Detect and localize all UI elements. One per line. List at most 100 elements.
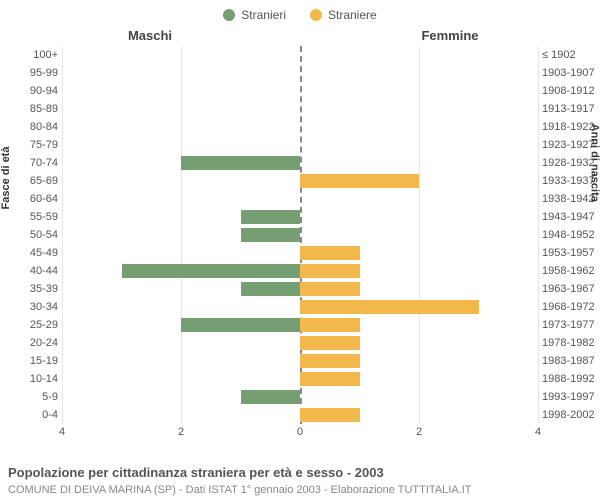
pyramid-row xyxy=(62,262,538,280)
bar-male xyxy=(122,264,301,278)
x-tick-label: 4 xyxy=(59,426,65,438)
bar-female xyxy=(300,300,479,314)
birth-year-label: 1918-1922 xyxy=(542,118,598,136)
birth-year-label: 1973-1977 xyxy=(542,316,598,334)
population-pyramid-chart: Stranieri Straniere Maschi Femmine Fasce… xyxy=(0,0,600,500)
plot-area xyxy=(62,46,538,424)
birth-year-label: 1948-1952 xyxy=(542,226,598,244)
legend-item-female: Straniere xyxy=(310,6,377,24)
legend-label-female: Straniere xyxy=(328,8,377,22)
birth-year-label: 1988-1992 xyxy=(542,370,598,388)
age-label: 10-14 xyxy=(0,370,58,388)
pyramid-row xyxy=(62,298,538,316)
age-label: 50-54 xyxy=(0,226,58,244)
birth-year-label: 1953-1957 xyxy=(542,244,598,262)
y-right-labels: ≤ 19021903-19071908-19121913-19171918-19… xyxy=(542,46,598,424)
chart-subtitle: COMUNE DI DEIVA MARINA (SP) - Dati ISTAT… xyxy=(8,484,472,496)
age-label: 55-59 xyxy=(0,208,58,226)
x-tick-label: 0 xyxy=(297,426,303,438)
legend-label-male: Stranieri xyxy=(241,8,286,22)
legend-swatch-male xyxy=(223,9,235,21)
pyramid-row xyxy=(62,388,538,406)
column-headers: Maschi Femmine xyxy=(0,28,600,43)
pyramid-row xyxy=(62,136,538,154)
age-label: 90-94 xyxy=(0,82,58,100)
x-tick-label: 4 xyxy=(535,426,541,438)
age-label: 40-44 xyxy=(0,262,58,280)
pyramid-row xyxy=(62,280,538,298)
gridline xyxy=(538,46,539,424)
age-label: 30-34 xyxy=(0,298,58,316)
age-label: 100+ xyxy=(0,46,58,64)
bar-female xyxy=(300,336,360,350)
pyramid-row xyxy=(62,100,538,118)
bar-male xyxy=(241,228,301,242)
bar-female xyxy=(300,174,419,188)
birth-year-label: 1923-1927 xyxy=(542,136,598,154)
pyramid-row xyxy=(62,406,538,424)
pyramid-row xyxy=(62,46,538,64)
bar-female xyxy=(300,282,360,296)
bar-female xyxy=(300,246,360,260)
legend-item-male: Stranieri xyxy=(223,6,286,24)
age-label: 35-39 xyxy=(0,280,58,298)
bar-male xyxy=(241,210,301,224)
birth-year-label: 1978-1982 xyxy=(542,334,598,352)
pyramid-row xyxy=(62,334,538,352)
birth-year-label: 1993-1997 xyxy=(542,388,598,406)
birth-year-label: 1908-1912 xyxy=(542,82,598,100)
age-label: 60-64 xyxy=(0,190,58,208)
pyramid-row xyxy=(62,226,538,244)
pyramid-row xyxy=(62,82,538,100)
bar-female xyxy=(300,318,360,332)
birth-year-label: ≤ 1902 xyxy=(542,46,598,64)
x-axis-ticks: 4 2 0 2 4 xyxy=(62,426,538,442)
birth-year-label: 1963-1967 xyxy=(542,280,598,298)
age-label: 5-9 xyxy=(0,388,58,406)
birth-year-label: 1913-1917 xyxy=(542,100,598,118)
y-left-labels: 100+95-9990-9485-8980-8475-7970-7465-696… xyxy=(0,46,58,424)
x-tick-label: 2 xyxy=(416,426,422,438)
bar-male xyxy=(181,156,300,170)
birth-year-label: 1943-1947 xyxy=(542,208,598,226)
header-female: Femmine xyxy=(300,28,600,43)
pyramid-row xyxy=(62,352,538,370)
x-tick-label: 2 xyxy=(178,426,184,438)
bar-male xyxy=(241,390,301,404)
birth-year-label: 1983-1987 xyxy=(542,352,598,370)
birth-year-label: 1928-1932 xyxy=(542,154,598,172)
age-label: 15-19 xyxy=(0,352,58,370)
age-label: 25-29 xyxy=(0,316,58,334)
bar-female xyxy=(300,264,360,278)
bar-female xyxy=(300,354,360,368)
chart-title: Popolazione per cittadinanza straniera p… xyxy=(8,465,384,480)
pyramid-row xyxy=(62,154,538,172)
pyramid-row xyxy=(62,64,538,82)
birth-year-label: 1938-1942 xyxy=(542,190,598,208)
pyramid-row xyxy=(62,316,538,334)
chart-title-text: Popolazione per cittadinanza straniera p… xyxy=(8,465,384,480)
age-label: 0-4 xyxy=(0,406,58,424)
birth-year-label: 1903-1907 xyxy=(542,64,598,82)
age-label: 20-24 xyxy=(0,334,58,352)
pyramid-row xyxy=(62,172,538,190)
age-label: 45-49 xyxy=(0,244,58,262)
birth-year-label: 1933-1937 xyxy=(542,172,598,190)
pyramid-row xyxy=(62,208,538,226)
pyramid-row xyxy=(62,244,538,262)
pyramid-row xyxy=(62,118,538,136)
birth-year-label: 1958-1962 xyxy=(542,262,598,280)
age-label: 70-74 xyxy=(0,154,58,172)
pyramid-row xyxy=(62,190,538,208)
bar-male xyxy=(181,318,300,332)
legend: Stranieri Straniere xyxy=(0,0,600,24)
pyramid-row xyxy=(62,370,538,388)
age-label: 80-84 xyxy=(0,118,58,136)
age-label: 95-99 xyxy=(0,64,58,82)
age-label: 85-89 xyxy=(0,100,58,118)
age-label: 65-69 xyxy=(0,172,58,190)
birth-year-label: 1998-2002 xyxy=(542,406,598,424)
bar-female xyxy=(300,408,360,422)
age-label: 75-79 xyxy=(0,136,58,154)
birth-year-label: 1968-1972 xyxy=(542,298,598,316)
